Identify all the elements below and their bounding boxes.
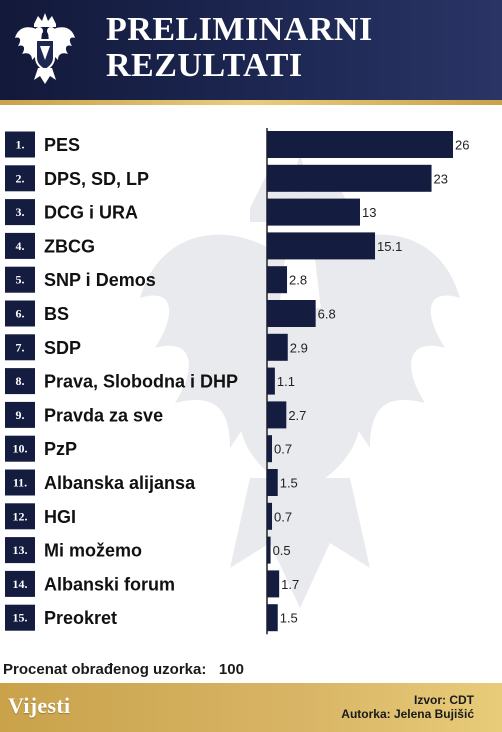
rank-label: 13.	[13, 543, 28, 557]
rank-box	[5, 232, 35, 259]
rank-label: 5.	[16, 273, 25, 287]
bar	[267, 266, 288, 294]
page-title: PRELIMINARNI REZULTATI	[106, 12, 373, 84]
rank-box	[5, 604, 35, 631]
rank-label: 14.	[13, 577, 28, 591]
value-label: 26	[455, 138, 469, 153]
header-banner: PRELIMINARNI REZULTATI	[0, 0, 502, 100]
sample-percentage: Procenat obrađenog uzorka: 100	[3, 661, 244, 678]
category-label: HGI	[44, 507, 76, 527]
rank-box	[5, 266, 35, 293]
category-label: Mi možemo	[44, 541, 142, 561]
value-label: 15.1	[377, 239, 402, 254]
value-label: 23	[434, 171, 448, 186]
value-label: 0.7	[274, 442, 292, 457]
rank-box	[5, 503, 35, 530]
bar	[267, 435, 273, 463]
bar	[267, 198, 360, 226]
title-line-2: REZULTATI	[106, 47, 303, 84]
category-label: ZBCG	[44, 236, 95, 256]
category-label: SNP i Demos	[44, 270, 156, 290]
rank-box	[5, 570, 35, 597]
sample-value: 100	[218, 661, 244, 678]
sample-label: Procenat obrađenog uzorka:	[3, 661, 207, 678]
bar	[267, 333, 288, 361]
category-label: SDP	[44, 338, 81, 358]
rank-label: 4.	[16, 239, 25, 253]
value-label: 0.5	[273, 543, 291, 558]
rank-label: 3.	[16, 205, 25, 219]
bar	[267, 604, 278, 632]
rank-label: 9.	[16, 408, 25, 422]
rank-box	[5, 131, 35, 158]
author-text: Autorka: Jelena Bujišić	[341, 707, 474, 721]
value-label: 0.7	[274, 509, 292, 524]
bar-chart: 1. PES 26 2. DPS, SD, LP 23 3. DCG i URA 13 4. ZBC…	[5, 128, 469, 635]
results-chart: 1. PES 26 2. DPS, SD, LP 23 3. DCG i URA 13 4. ZBC…	[0, 118, 502, 648]
category-label: Albanski forum	[44, 574, 175, 594]
bar	[267, 367, 275, 395]
rank-label: 15.	[13, 611, 28, 625]
rank-label: 8.	[16, 374, 25, 388]
footer-bar: Vijesti Izvor: CDT Autorka: Jelena Bujiš…	[0, 683, 502, 732]
category-label: BS	[44, 304, 69, 324]
value-label: 1.1	[277, 374, 295, 389]
value-label: 1.5	[280, 476, 298, 491]
rank-box	[5, 334, 35, 361]
bar	[267, 570, 280, 598]
rank-box	[5, 199, 35, 226]
rank-box	[5, 469, 35, 496]
category-label: DPS, SD, LP	[44, 169, 149, 189]
bar	[267, 469, 278, 496]
value-label: 2.8	[289, 273, 307, 288]
bar	[267, 300, 316, 327]
value-label: 2.9	[290, 340, 308, 355]
bar	[267, 401, 287, 429]
rank-box	[5, 435, 35, 462]
value-label: 2.7	[288, 408, 306, 423]
bar	[267, 502, 273, 530]
bar	[267, 536, 271, 564]
rank-label: 1.	[16, 138, 25, 152]
source-text: Izvor: CDT	[414, 693, 474, 707]
rank-label: 11.	[13, 476, 27, 490]
value-label: 6.8	[318, 307, 336, 322]
rank-box	[5, 165, 35, 192]
bar	[267, 131, 453, 158]
category-label: Preokret	[44, 608, 117, 628]
rank-label: 2.	[16, 171, 25, 185]
value-label: 13	[362, 205, 376, 220]
rank-label: 12.	[13, 509, 28, 523]
rank-label: 10.	[13, 442, 28, 456]
montenegro-coat-of-arms-icon	[15, 13, 75, 84]
credits: Izvor: CDT Autorka: Jelena Bujišić	[341, 693, 474, 721]
rank-box	[5, 537, 35, 564]
rank-label: 6.	[16, 307, 25, 321]
value-label: 1.5	[280, 611, 298, 626]
rank-label: 7.	[16, 340, 25, 354]
vijesti-logo: Vijesti	[8, 693, 71, 718]
category-label: Albanska alijansa	[44, 473, 196, 493]
category-label: DCG i URA	[44, 203, 138, 223]
category-label: PES	[44, 135, 80, 155]
rank-box	[5, 300, 35, 327]
rank-box	[5, 401, 35, 428]
bar	[267, 164, 432, 192]
rank-box	[5, 368, 35, 395]
header-gold-rule	[0, 100, 502, 105]
category-label: Prava, Slobodna i DHP	[44, 372, 238, 392]
category-label: Pravda za sve	[44, 405, 163, 425]
title-line-1: PRELIMINARNI	[106, 11, 373, 48]
category-label: PzP	[44, 439, 77, 459]
bar	[267, 232, 376, 260]
value-label: 1.7	[281, 577, 299, 592]
